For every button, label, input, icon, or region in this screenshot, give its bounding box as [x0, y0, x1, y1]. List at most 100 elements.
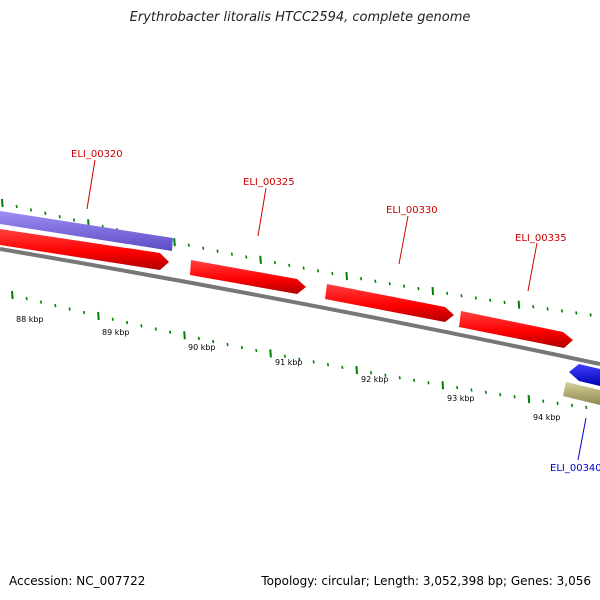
gene-label-eli-00320[interactable]: ELI_00320: [71, 149, 123, 160]
upper-track-minor-tick: [589, 313, 592, 317]
lower-track-minor-tick: [413, 378, 416, 382]
lower-track-minor-tick: [312, 360, 315, 364]
lower-track-minor-tick: [470, 388, 473, 392]
lower-track-minor-tick: [54, 303, 57, 308]
lower-track-minor-tick: [154, 327, 157, 331]
lower-track-minor-tick: [499, 392, 502, 397]
gene-arrow-eli-00325[interactable]: [190, 260, 306, 294]
gene-arrow-eli-00335[interactable]: [459, 311, 573, 348]
upper-track-minor-tick: [44, 211, 47, 215]
upper-track-minor-tick: [417, 286, 420, 291]
genome-title: Erythrobacter litoralis HTCC2594, comple…: [129, 10, 471, 25]
label-leader-eli-00330: [398, 215, 409, 265]
upper-track-minor-tick: [245, 255, 248, 259]
upper-track-minor-tick: [460, 294, 463, 298]
upper-track-major-tick: [259, 255, 262, 264]
lower-track-major-tick: [269, 349, 272, 358]
upper-track-major-tick: [517, 300, 521, 309]
upper-track-minor-tick: [546, 307, 549, 311]
lower-track-minor-tick: [484, 390, 487, 394]
lower-track-major-tick: [97, 311, 100, 320]
rna-feature-bar[interactable]: [0, 211, 173, 251]
upper-track-minor-tick: [302, 266, 305, 270]
kbp-label-91: 91 kbp: [275, 358, 303, 367]
upper-track-minor-tick: [575, 311, 578, 315]
upper-track-minor-tick: [273, 260, 277, 265]
upper-track-minor-tick: [489, 298, 492, 302]
upper-track-minor-tick: [316, 269, 320, 273]
lower-track-minor-tick: [326, 362, 330, 367]
upper-track-minor-tick: [58, 215, 61, 219]
lower-track-major-tick: [183, 331, 186, 340]
lower-track-minor-tick: [298, 357, 301, 361]
upper-track-minor-tick: [331, 271, 334, 276]
lower-track-minor-tick: [240, 345, 243, 350]
pseudo-feature-bar[interactable]: [563, 382, 600, 405]
lower-track-minor-tick: [513, 395, 516, 399]
gene-label-eli-00340[interactable]: ELI_00340: [550, 463, 600, 474]
upper-track-minor-tick: [388, 282, 391, 286]
upper-track-minor-tick: [29, 208, 33, 212]
lower-track-minor-tick: [398, 376, 401, 380]
upper-track-major-tick: [345, 272, 348, 281]
label-leader-eli-00340: [577, 417, 587, 461]
lower-track-minor-tick: [126, 320, 129, 325]
lower-track-minor-tick: [570, 403, 574, 408]
upper-track-minor-tick: [187, 243, 190, 247]
lower-track-minor-tick: [68, 307, 71, 311]
gene-label-eli-00325[interactable]: ELI_00325: [243, 177, 295, 188]
lower-track-major-tick: [527, 394, 531, 404]
upper-track-minor-tick: [288, 263, 291, 268]
lower-track-minor-tick: [369, 371, 373, 375]
upper-track-minor-tick: [403, 284, 406, 288]
kbp-label-90: 90 kbp: [188, 343, 216, 352]
topology-text: Topology: circular; Length: 3,052,398 bp…: [261, 574, 591, 588]
lower-track-minor-tick: [384, 373, 387, 377]
kbp-label-92: 92 kbp: [361, 375, 389, 384]
kbp-label-88: 88 kbp: [16, 315, 44, 324]
gene-label-eli-00330[interactable]: ELI_00330: [386, 205, 438, 216]
gene-arrow-eli-00330[interactable]: [325, 284, 454, 322]
upper-track-minor-tick: [374, 279, 377, 283]
label-leader-eli-00325: [257, 187, 267, 237]
gene-label-eli-00335[interactable]: ELI_00335: [515, 233, 567, 244]
lower-track-minor-tick: [212, 339, 215, 344]
lower-track-minor-tick: [456, 385, 459, 390]
lower-tick-track: [11, 290, 588, 410]
accession-text: Accession: NC_007722: [9, 574, 146, 588]
kbp-label-93: 93 kbp: [447, 394, 475, 403]
kbp-label-94: 94 kbp: [533, 413, 561, 422]
upper-track-minor-tick: [560, 309, 564, 313]
lower-track-minor-tick: [427, 381, 430, 385]
lower-track-minor-tick: [542, 399, 545, 403]
lower-track-minor-tick: [556, 401, 559, 405]
label-leader-eli-00320: [86, 159, 96, 210]
lower-track-minor-tick: [140, 324, 143, 328]
kbp-label-89: 89 kbp: [102, 328, 130, 337]
lower-track-minor-tick: [255, 348, 258, 353]
upper-track-minor-tick: [532, 305, 535, 309]
lower-track-minor-tick: [39, 300, 43, 304]
lower-track-minor-tick: [82, 310, 86, 315]
genome-backbone: [0, 247, 600, 366]
upper-track-minor-tick: [72, 218, 76, 222]
lower-track-minor-tick: [226, 342, 229, 347]
lower-track-minor-tick: [197, 336, 200, 341]
lower-track-major-tick: [441, 381, 445, 390]
upper-track-minor-tick: [230, 252, 233, 256]
upper-track-minor-tick: [15, 204, 18, 209]
upper-track-minor-tick: [474, 296, 477, 300]
upper-track-minor-tick: [359, 277, 363, 281]
gene-arrow-eli-00340[interactable]: [569, 364, 600, 386]
lower-track-minor-tick: [169, 330, 172, 334]
lower-track-minor-tick: [341, 365, 344, 370]
gene-arrow-eli-00320[interactable]: [0, 229, 169, 270]
upper-track-major-tick: [1, 198, 4, 208]
lower-track-major-tick: [355, 365, 358, 375]
lower-track-minor-tick: [585, 405, 588, 410]
lower-track-minor-tick: [111, 317, 114, 321]
upper-track-major-tick: [173, 238, 176, 247]
upper-track-minor-tick: [446, 291, 449, 296]
